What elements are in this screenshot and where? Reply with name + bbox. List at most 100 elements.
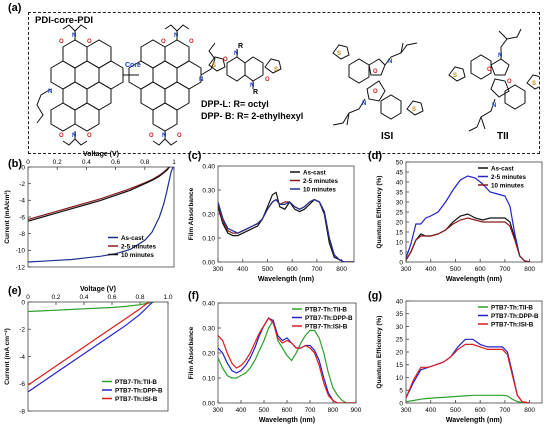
- y-axis-label: Current (mA/cm²): [4, 190, 11, 243]
- y-tick-label: 0.40: [202, 300, 215, 307]
- x-tick-label: 0.8: [135, 294, 144, 301]
- atom-n: N: [72, 133, 76, 139]
- eqe-chart-annealing: 300 400 500 600 700 800 0 5 10 15 20 25 30 35 40 45 50 Wa…: [376, 159, 543, 283]
- molecule-drawings: N N N N N N N N N N N N O O O O O O O O …: [36, 24, 539, 146]
- y-tick-label: 0.30: [202, 325, 215, 332]
- x-tick-label: 900: [351, 407, 362, 414]
- atom-o: O: [507, 79, 512, 85]
- atom-s: S: [453, 73, 457, 79]
- dpp-r-label-top: R: [238, 43, 244, 50]
- legend-label: 10 minutes: [121, 252, 154, 259]
- panel-label-d: (d): [368, 150, 383, 162]
- x-axis-label: Voltage (V): [80, 286, 116, 293]
- y-tick-label: 15: [396, 229, 404, 236]
- legend-label: PTB7-Th:ISI-B: [305, 323, 348, 330]
- atom-n: N: [72, 33, 76, 39]
- x-axis-label: Wavelength (nm): [446, 417, 502, 424]
- legend-label: As-cast: [121, 235, 145, 242]
- atom-o: O: [87, 39, 92, 45]
- y-tick-label: 20: [396, 349, 404, 356]
- y-tick-label: -8: [19, 231, 25, 238]
- y-tick-label: 45: [396, 169, 404, 176]
- y-tick-label: -4: [19, 198, 25, 205]
- x-tick-label: 0.4: [79, 294, 88, 301]
- series-line: [218, 318, 356, 403]
- y-tick-label: -6: [19, 214, 25, 221]
- x-tick-label: 1: [172, 159, 176, 166]
- series-line: [218, 198, 354, 262]
- panel-label-b: (b): [8, 158, 23, 170]
- x-tick-label: 400: [237, 266, 248, 273]
- atom-o: O: [149, 133, 154, 139]
- y-tick-label: -2: [19, 327, 25, 334]
- y-tick-label: 0: [21, 164, 25, 171]
- atom-n: N: [250, 83, 254, 89]
- y-tick-label: -8: [19, 408, 25, 415]
- y-axis-label: Quantum Efficiency (%): [376, 316, 383, 389]
- atom-s: S: [412, 107, 416, 113]
- molecule-structures-box: PDI-core-PDI: [28, 12, 540, 154]
- panel-label-a: (a): [8, 2, 22, 14]
- atom-o: O: [265, 77, 270, 83]
- legend-label: 10 minutes: [303, 186, 336, 193]
- x-tick-label: 300: [401, 266, 412, 273]
- x-tick-label: 600: [282, 407, 293, 414]
- y-tick-label: 50: [396, 159, 404, 166]
- legend-label: PTB7-Th:DPP-B: [491, 313, 539, 320]
- y-tick-label: 0.10: [202, 235, 215, 242]
- absorbance-chart-blends: 300 400 500 600 700 800 900 0.00 0.10 0.20 0.30 0.4…: [188, 300, 362, 424]
- y-tick-label: 0: [399, 400, 403, 407]
- x-tick-label: 0.8: [140, 159, 149, 166]
- x-tick-label: 0: [26, 294, 30, 301]
- atom-n: N: [492, 103, 496, 109]
- atom-o: O: [223, 57, 228, 63]
- series-line: [28, 167, 170, 221]
- tii-label: TII: [497, 131, 509, 142]
- x-tick-label: 400: [425, 266, 436, 273]
- series-line: [28, 302, 150, 386]
- atom-o: O: [177, 133, 182, 139]
- x-tick-label: 800: [328, 407, 339, 414]
- x-tick-label: 0.6: [107, 294, 116, 301]
- y-tick-label: 40: [396, 179, 404, 186]
- x-axis-label: Wavelength (nm): [259, 417, 315, 424]
- panel-label-f: (f): [188, 290, 199, 302]
- x-tick-label: 700: [499, 266, 510, 273]
- atom-o: O: [373, 89, 378, 95]
- series-line: [218, 317, 356, 403]
- atom-n: N: [362, 101, 366, 107]
- series-line: [406, 394, 530, 403]
- x-tick-label: 800: [524, 407, 535, 414]
- x-tick-label: 700: [305, 407, 316, 414]
- y-tick-label: -6: [19, 381, 25, 388]
- y-tick-label: 20: [396, 219, 404, 226]
- x-tick-label: 800: [524, 266, 535, 273]
- y-tick-label: 0.20: [202, 211, 215, 218]
- legend-label: 2-5 minutes: [491, 174, 526, 181]
- legend-label: 2-5 minutes: [121, 243, 156, 250]
- y-tick-label: -12: [16, 264, 26, 271]
- y-tick-label: 5: [399, 388, 403, 395]
- jv-chart-annealing: 0 0.2 0.4 0.6 0.8 1 -12 -10 -8 -6 -4 -2 0 Voltage (V)…: [4, 151, 176, 271]
- series-line: [406, 217, 530, 262]
- isi-label: ISI: [381, 131, 394, 142]
- x-tick-label: 600: [475, 407, 486, 414]
- atom-n: N: [234, 51, 238, 57]
- dpp-line-2: DPP- B: R= 2-ethylhexyl: [201, 111, 304, 121]
- legend-label: PTB7-Th:DPP-B: [305, 315, 353, 322]
- panel-label-c: (c): [188, 150, 202, 162]
- y-axis-label: Current (mA cm⁻²): [4, 328, 11, 385]
- y-tick-label: 10: [396, 375, 404, 382]
- x-tick-label: 1.0: [163, 294, 172, 301]
- pdi-structure-left: [36, 24, 124, 146]
- legend-label: As-cast: [491, 165, 515, 172]
- x-tick-label: 400: [236, 407, 247, 414]
- y-tick-label: 0.30: [202, 187, 215, 194]
- panel-label-e: (e): [8, 285, 22, 297]
- y-tick-label: 0.00: [202, 259, 215, 266]
- plot-frame: [27, 301, 169, 412]
- atom-s: S: [532, 81, 536, 87]
- isi-structure: [332, 42, 424, 126]
- x-tick-label: 600: [287, 266, 298, 273]
- series-line: [218, 191, 354, 262]
